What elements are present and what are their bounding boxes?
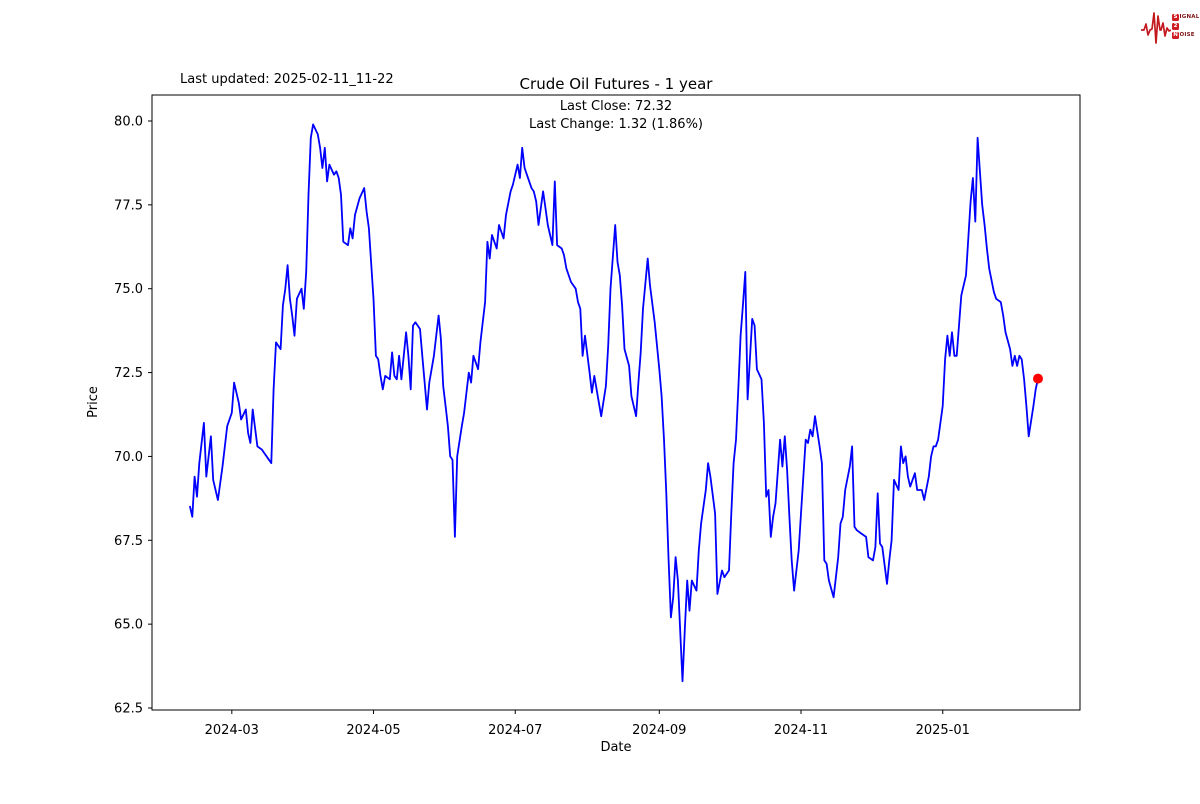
signal2noise-logo: S IGNAL 2 N OISE [1141, 4, 1199, 48]
y-tick-label: 80.0 [114, 115, 143, 130]
chart-title: Crude Oil Futures - 1 year [520, 75, 714, 93]
x-tick-label: 2024-05 [346, 723, 400, 738]
logo-text: S IGNAL 2 N OISE [1172, 13, 1199, 39]
last-updated-label: Last updated: 2025-02-11_11-22 [180, 72, 394, 87]
x-tick-label: 2025-01 [916, 723, 970, 738]
logo-letter-n: N [1172, 31, 1179, 39]
y-tick-label: 70.0 [114, 450, 143, 465]
logo-letter-s: S [1172, 13, 1179, 21]
last-change-annotation: Last Change: 1.32 (1.86%) [529, 117, 703, 132]
logo-letter-2: 2 [1172, 22, 1179, 30]
y-tick-label: 67.5 [114, 534, 143, 549]
x-tick-label: 2024-11 [774, 723, 828, 738]
y-tick-label: 75.0 [114, 282, 143, 297]
y-tick-label: 77.5 [114, 198, 143, 213]
plot-border [151, 94, 1081, 711]
price-line [189, 123, 1039, 683]
logo-word-signal: IGNAL [1179, 14, 1200, 20]
x-tick-label: 2024-07 [488, 723, 542, 738]
x-tick-label: 2024-03 [205, 723, 259, 738]
last-close-annotation: Last Close: 72.32 [560, 99, 672, 114]
y-tick-label: 65.0 [114, 618, 143, 633]
x-axis-label: Date [600, 740, 631, 755]
last-close-marker [1033, 373, 1043, 384]
logo-word-noise: OISE [1179, 32, 1195, 38]
y-tick-label: 72.5 [114, 366, 143, 381]
heartbeat-waveform-icon [1141, 12, 1171, 44]
logo-row-noise: N OISE [1172, 31, 1199, 39]
logo-row-2: 2 [1172, 22, 1199, 30]
data-layer [189, 123, 1043, 683]
axes-layer: 62.5 65.0 67.5 70.0 72.5 75.0 77.5 80.0 2024-03 2… [114, 94, 1081, 738]
y-axis-label: Price [86, 386, 101, 418]
y-tick-label: 62.5 [114, 702, 143, 717]
x-tick-label: 2024-09 [632, 723, 686, 738]
logo-row-signal: S IGNAL [1172, 13, 1199, 21]
